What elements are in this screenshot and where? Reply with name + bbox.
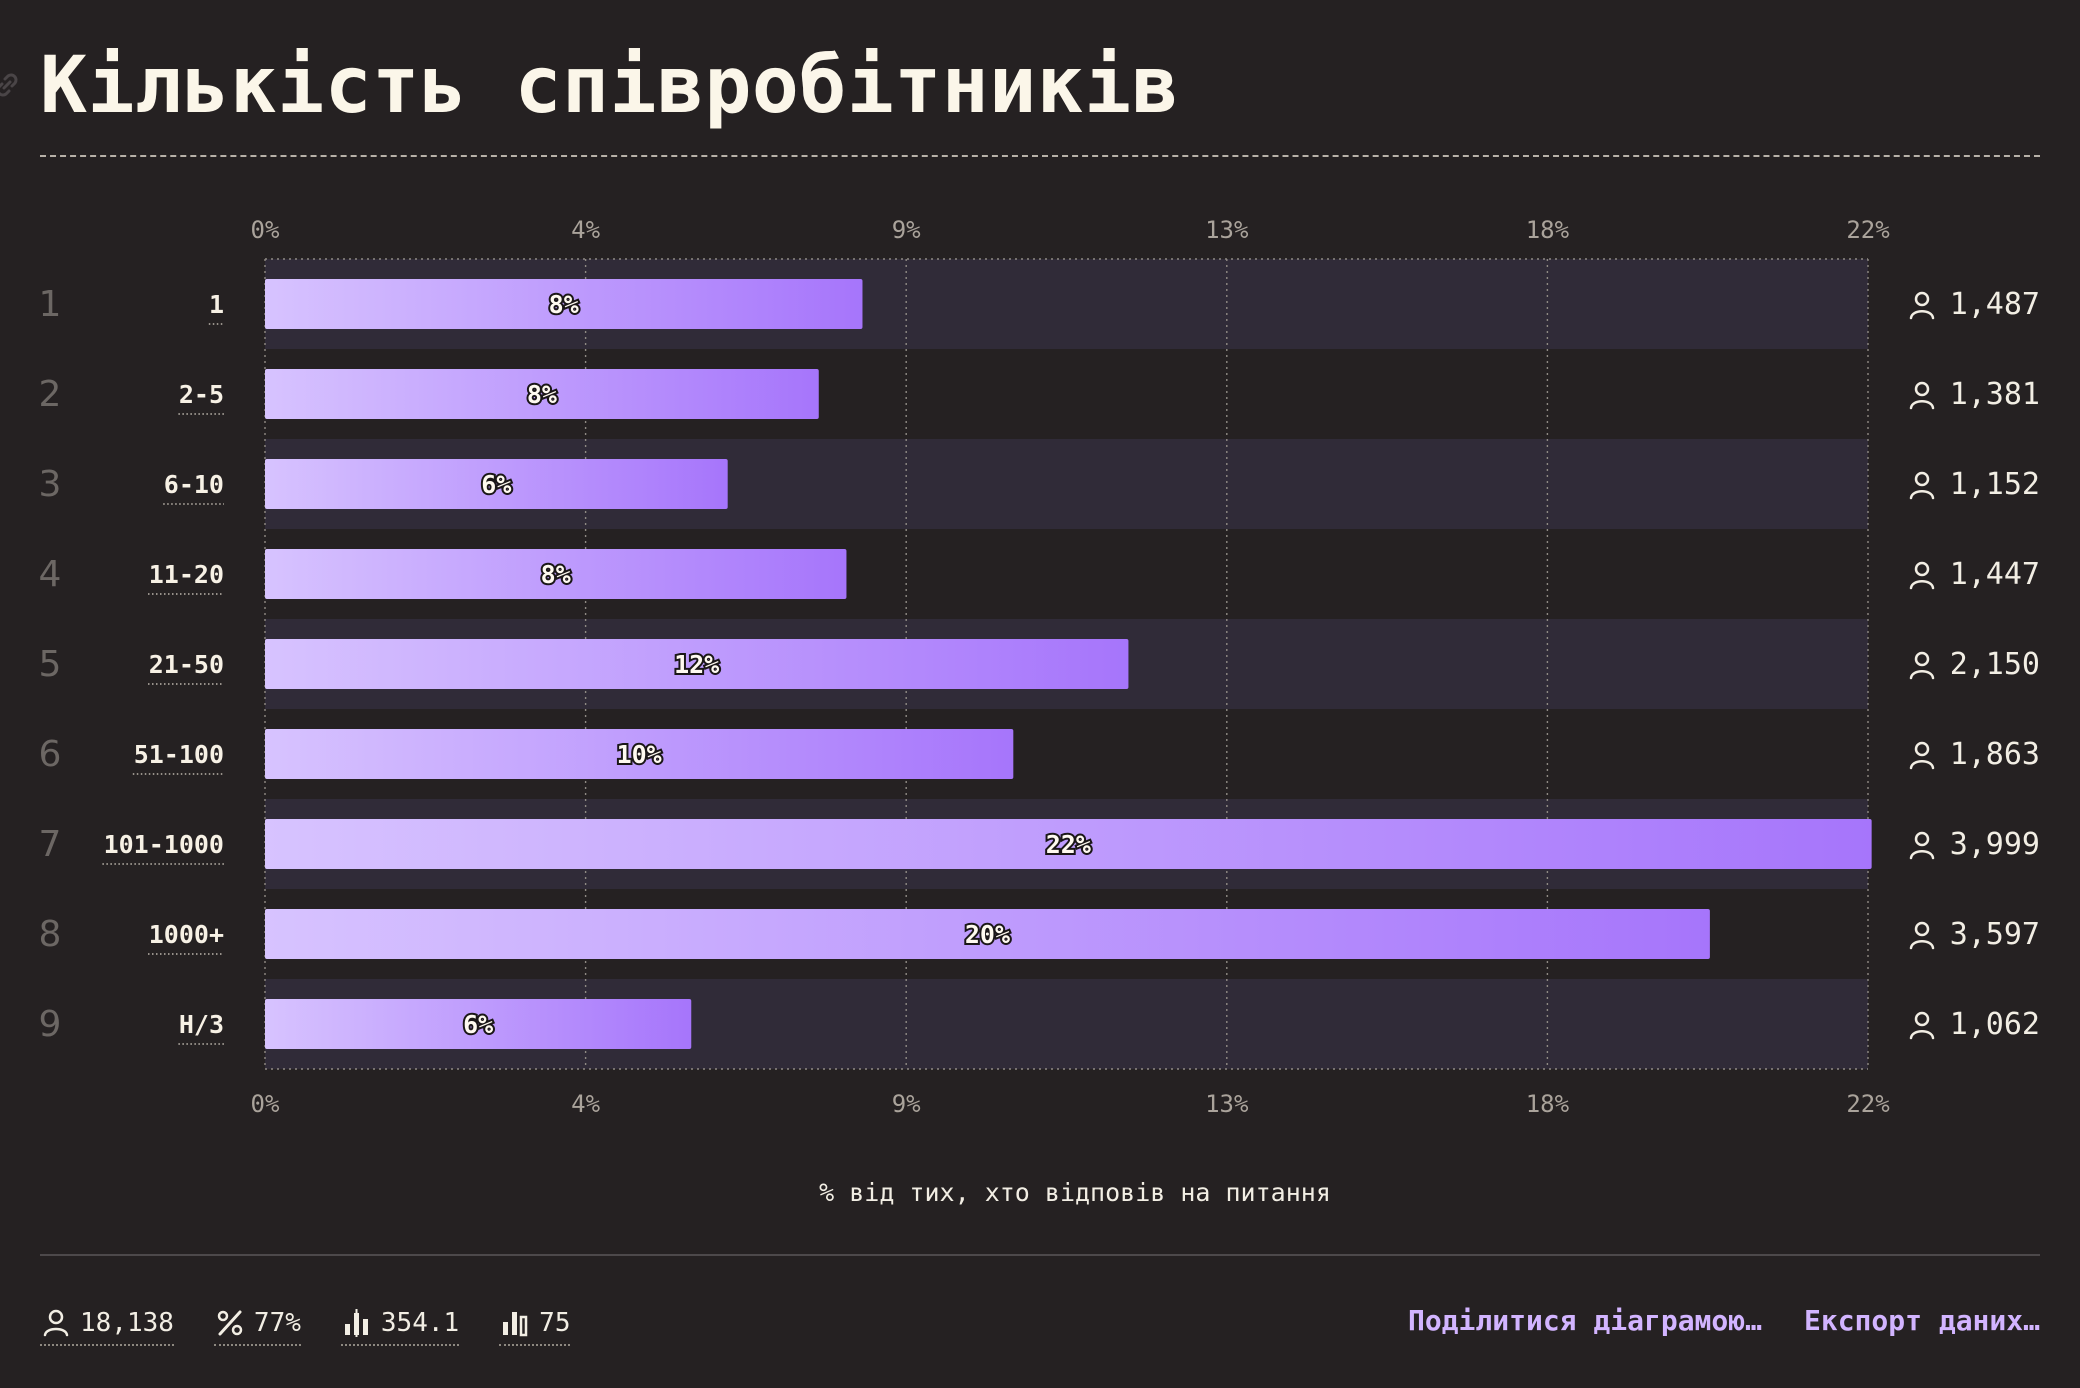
category-label[interactable]: 2-5 <box>179 380 224 409</box>
bar[interactable] <box>265 819 1872 869</box>
bar-count-stat[interactable]: 75 <box>499 1307 571 1346</box>
person-icon <box>1909 471 1935 500</box>
bar[interactable] <box>265 369 819 419</box>
respondent-count: 1,863 <box>1950 737 2040 772</box>
bar[interactable] <box>265 999 692 1049</box>
bar-value-label: 20% <box>965 920 1010 949</box>
bar-value-label: 12% <box>674 650 719 679</box>
respondent-count: 1,487 <box>1950 287 2040 322</box>
row-rank: 2 <box>39 374 62 415</box>
category-label[interactable]: 1 <box>209 290 224 319</box>
category-label[interactable]: 6-10 <box>164 470 224 499</box>
chart-actions: Поділитися діаграмою… Експорт даних… <box>1408 1304 2040 1337</box>
top-x-tick-label: 9% <box>892 216 921 244</box>
row-rank: 7 <box>39 824 62 865</box>
row-rank: 3 <box>39 464 62 505</box>
category-label[interactable]: 51-100 <box>134 740 224 769</box>
summary-stats: 18,138 77% 354.1 75 <box>40 1302 571 1350</box>
respondent-count: 3,597 <box>1950 917 2040 952</box>
person-icon <box>1909 381 1935 410</box>
bottom-x-tick-label: 4% <box>571 1090 600 1118</box>
export-data-button[interactable]: Експорт даних… <box>1803 1304 2040 1337</box>
bar[interactable] <box>265 729 1014 779</box>
respondent-count: 1,062 <box>1950 1007 2040 1042</box>
person-icon <box>1909 291 1935 320</box>
bar-value-label: 8% <box>527 380 557 409</box>
bar-value-label: 8% <box>549 290 579 319</box>
category-label[interactable]: 101-1000 <box>104 830 224 859</box>
footer-divider <box>40 1254 2040 1256</box>
category-label[interactable]: Н/З <box>179 1010 224 1039</box>
respondent-count: 3,999 <box>1950 827 2040 862</box>
bar-value-label: 6% <box>463 1010 493 1039</box>
category-label[interactable]: 11-20 <box>149 560 224 589</box>
bottom-x-tick-label: 22% <box>1846 1090 1890 1118</box>
percent-icon <box>217 1310 243 1335</box>
person-icon <box>1909 1011 1935 1040</box>
top-x-tick-label: 0% <box>251 216 280 244</box>
respondent-count: 2,150 <box>1950 647 2040 682</box>
bar-value-label: 22% <box>1046 830 1091 859</box>
bar-count-value: 75 <box>539 1307 571 1338</box>
response-rate-value: 77% <box>253 1307 301 1338</box>
bar[interactable] <box>265 909 1710 959</box>
bottom-x-tick-label: 18% <box>1526 1090 1570 1118</box>
bar-value-label: 10% <box>617 740 662 769</box>
respondent-count: 1,447 <box>1950 557 2040 592</box>
person-icon <box>1909 921 1935 950</box>
response-rate-stat[interactable]: 77% <box>213 1307 301 1346</box>
employee-count-bar-chart: 0%0%4%4%9%9%13%13%18%18%22%22%1 1 8% 1,4872… <box>39 216 2040 1118</box>
row-rank: 4 <box>39 554 62 595</box>
bottom-x-tick-label: 13% <box>1205 1090 1249 1118</box>
bottom-x-tick-label: 9% <box>892 1090 921 1118</box>
top-x-tick-label: 18% <box>1526 216 1570 244</box>
bar[interactable] <box>265 639 1129 689</box>
link-icon[interactable] <box>0 70 22 100</box>
bar[interactable] <box>265 459 728 509</box>
row-rank: 5 <box>39 644 62 685</box>
row-rank: 8 <box>39 914 62 955</box>
bar[interactable] <box>265 279 863 329</box>
bar-value-label: 8% <box>541 560 571 589</box>
chart-median-icon <box>344 1308 368 1337</box>
person-icon <box>1909 741 1935 770</box>
bottom-x-tick-label: 0% <box>251 1090 280 1118</box>
person-icon <box>1909 561 1935 590</box>
bar-value-label: 6% <box>481 470 511 499</box>
page-title: Кількість співробітників <box>40 41 1180 131</box>
top-x-tick-label: 13% <box>1205 216 1249 244</box>
bar-chart-icon <box>503 1311 528 1336</box>
median-stat[interactable]: 354.1 <box>340 1307 460 1346</box>
row-rank: 6 <box>39 734 62 775</box>
respondents-value: 18,138 <box>80 1307 174 1338</box>
category-label[interactable]: 21-50 <box>149 650 224 679</box>
row-rank: 1 <box>39 284 62 325</box>
category-label[interactable]: 1000+ <box>149 920 224 949</box>
row-rank: 9 <box>39 1004 62 1045</box>
respondents-stat[interactable]: 18,138 <box>40 1307 174 1346</box>
top-x-tick-label: 4% <box>571 216 600 244</box>
x-axis-title: % від тих, хто відповів на питання <box>819 1178 1331 1207</box>
median-value: 354.1 <box>380 1307 460 1338</box>
person-icon <box>1909 651 1935 680</box>
person-icon <box>43 1309 69 1336</box>
share-chart-button[interactable]: Поділитися діаграмою… <box>1407 1304 1762 1337</box>
top-x-tick-label: 22% <box>1846 216 1890 244</box>
person-icon <box>1909 831 1935 860</box>
respondent-count: 1,152 <box>1950 467 2040 502</box>
title-divider <box>40 155 2040 157</box>
respondent-count: 1,381 <box>1950 377 2040 412</box>
bar[interactable] <box>265 549 847 599</box>
